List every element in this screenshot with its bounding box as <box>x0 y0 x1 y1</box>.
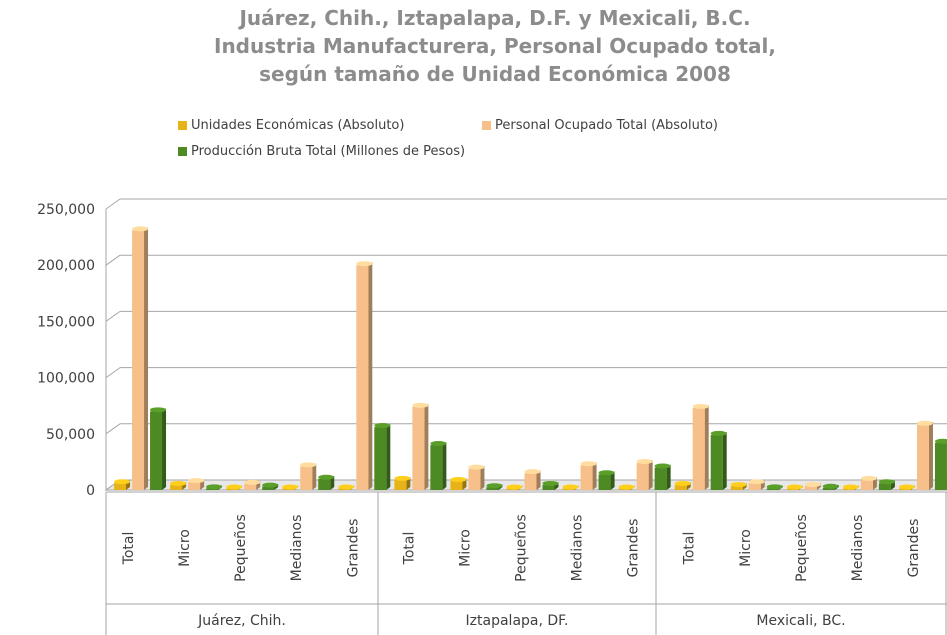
bar-unidades <box>506 484 523 490</box>
chart-title-line-1: Juárez, Chih., Iztapalapa, D.F. y Mexica… <box>239 6 751 30</box>
category-label: Pequeños <box>233 514 249 582</box>
bar-unidades <box>730 482 747 490</box>
bar-produccion <box>542 480 559 490</box>
bar-produccion <box>654 463 671 490</box>
bar-unidades <box>674 480 691 490</box>
group-label: Mexicali, BC. <box>756 613 845 629</box>
gridline-depth <box>105 254 121 266</box>
category-label: Total <box>682 532 698 566</box>
category-label: Pequeños <box>514 514 530 582</box>
legend-item-produccion: Producción Bruta Total (Millones de Peso… <box>178 144 465 159</box>
bar-personal <box>524 469 541 490</box>
category-label: Grandes <box>626 519 642 578</box>
group-label: Iztapalapa, DF. <box>466 613 569 629</box>
category-label: Micro <box>177 529 193 567</box>
y-tick-label: 0 <box>86 483 95 499</box>
bar-produccion <box>486 483 503 490</box>
y-tick-label: 200,000 <box>37 258 95 274</box>
bar-personal <box>244 479 261 490</box>
bar-personal <box>748 479 765 490</box>
bar-produccion <box>822 483 839 490</box>
bar-personal <box>300 462 317 490</box>
y-tick-label: 50,000 <box>46 427 95 443</box>
bar-unidades <box>562 484 579 490</box>
bar-produccion <box>710 430 727 490</box>
y-tick-label: 250,000 <box>37 202 95 218</box>
gridline-depth <box>105 367 121 379</box>
bar-personal <box>132 226 149 490</box>
bar-produccion <box>766 484 783 490</box>
category-label: Medianos <box>850 515 866 582</box>
bar-produccion <box>262 482 279 490</box>
y-tick-label: 100,000 <box>37 371 95 387</box>
bar-unidades <box>786 484 803 490</box>
bar-personal <box>188 478 205 490</box>
category-label: Total <box>121 532 137 566</box>
bar-personal <box>468 464 485 490</box>
bar-produccion <box>934 438 947 490</box>
category-label: Grandes <box>345 519 361 578</box>
category-label: Grandes <box>906 519 922 578</box>
bar-personal <box>580 461 597 490</box>
bar-produccion <box>150 407 167 490</box>
bar-produccion <box>374 423 391 490</box>
legend-label-unidades: Unidades Económicas (Absoluto) <box>191 118 405 133</box>
bar-unidades <box>338 484 355 490</box>
category-label: Pequeños <box>794 514 810 582</box>
bar-produccion <box>598 470 615 490</box>
legend-swatch-unidades <box>178 121 187 130</box>
category-label: Total <box>401 532 417 566</box>
bar-unidades <box>114 479 131 490</box>
bar-produccion <box>430 441 447 490</box>
legend-label-produccion: Producción Bruta Total (Millones de Peso… <box>191 144 466 159</box>
chart-title: Juárez, Chih., Iztapalapa, D.F. y Mexica… <box>80 4 910 88</box>
bar-unidades <box>226 484 243 490</box>
chart-title-line-3: según tamaño de Unidad Económica 2008 <box>259 62 731 86</box>
bar-unidades <box>282 484 299 490</box>
bar-personal <box>356 261 373 490</box>
bar-produccion <box>206 484 223 490</box>
chart-title-line-2: Industria Manufacturera, Personal Ocupad… <box>214 34 776 58</box>
gridline-depth <box>105 310 121 322</box>
group-label: Juárez, Chih. <box>197 613 286 629</box>
bar-personal <box>916 420 933 490</box>
bar-unidades <box>170 480 187 490</box>
gridline-depth <box>105 423 121 435</box>
bar-produccion <box>878 479 895 490</box>
bar-unidades <box>450 477 467 490</box>
bar-produccion <box>318 474 335 490</box>
legend-swatch-personal <box>482 121 491 130</box>
bar-unidades <box>618 484 635 490</box>
bar-personal <box>412 402 429 490</box>
category-label: Micro <box>738 529 754 567</box>
gridline-depth <box>105 198 121 210</box>
category-label: Micro <box>457 529 473 567</box>
bar-unidades <box>898 484 915 490</box>
y-tick-label: 150,000 <box>37 314 95 330</box>
legend-item-personal: Personal Ocupado Total (Absoluto) <box>482 118 718 133</box>
bar-unidades <box>842 484 859 490</box>
category-label: Medianos <box>289 515 305 582</box>
legend-item-unidades: Unidades Económicas (Absoluto) <box>178 118 404 133</box>
bar-personal <box>860 475 877 490</box>
bar-personal <box>692 403 709 490</box>
category-label: Medianos <box>570 515 586 582</box>
bar-personal <box>636 459 653 490</box>
bar-unidades <box>394 475 411 490</box>
legend-swatch-produccion <box>178 147 187 156</box>
bar-personal <box>804 482 821 490</box>
legend-label-personal: Personal Ocupado Total (Absoluto) <box>495 118 718 133</box>
